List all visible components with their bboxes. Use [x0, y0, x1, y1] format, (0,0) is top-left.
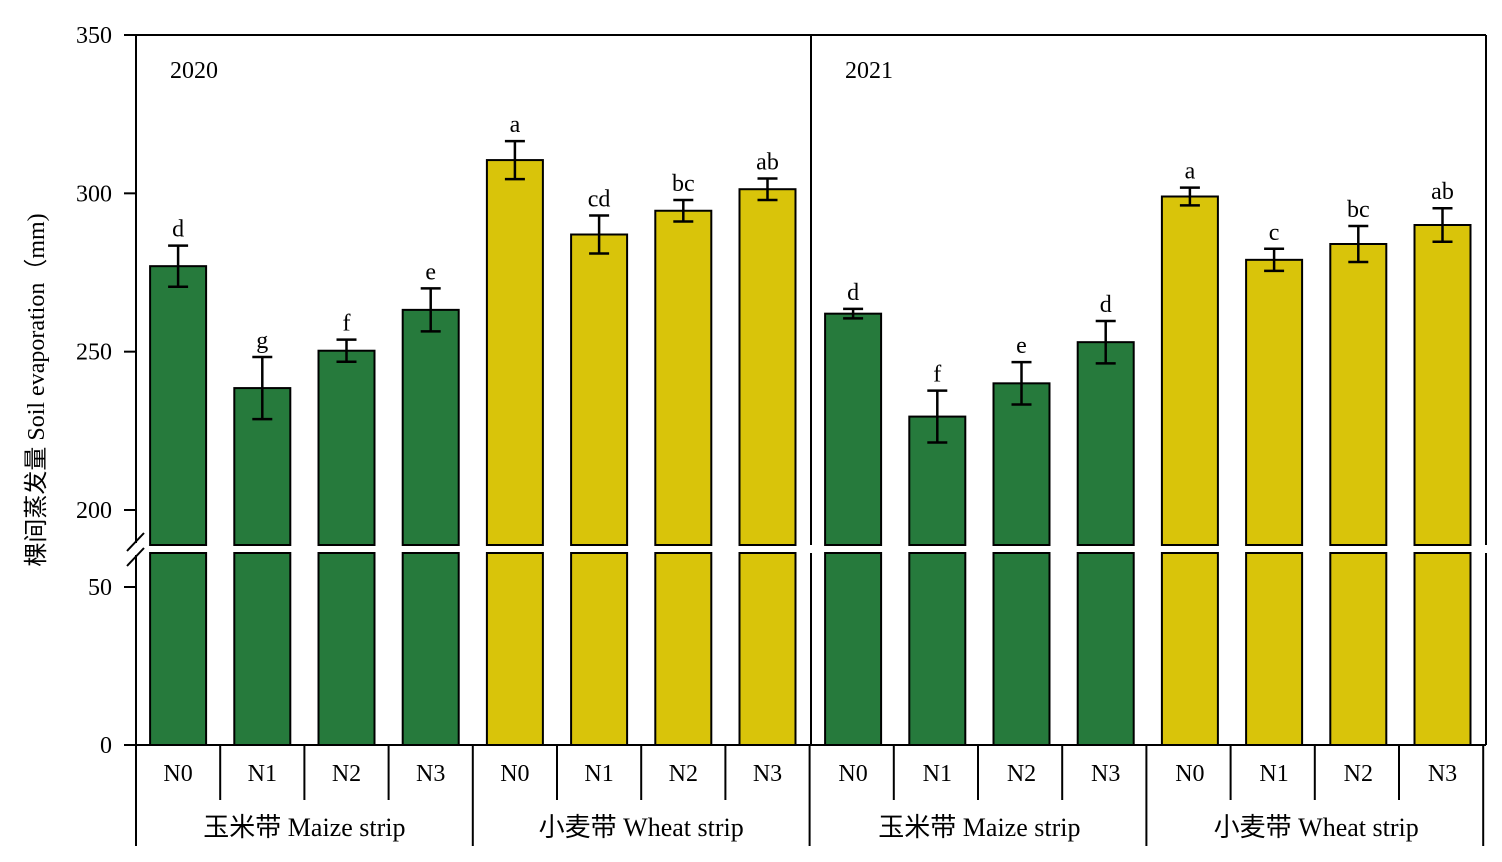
x-tick-label: N3 — [416, 761, 445, 787]
significance-letter: d — [172, 217, 184, 243]
year-label: 2020 — [170, 58, 218, 84]
x-tick-label: N0 — [1175, 761, 1204, 787]
bar-lower-2021-wheat-N2 — [1329, 552, 1388, 746]
bar-2020-maize-N3 — [401, 308, 460, 546]
x-tick-label: N1 — [584, 761, 613, 787]
bar-lower-2020-maize-N2 — [317, 552, 376, 746]
significance-letter: cd — [588, 187, 611, 213]
bar-lower-2021-maize-N2 — [992, 552, 1051, 746]
x-tick-label: N1 — [923, 761, 952, 787]
y-axis-label: 棵间蒸发量 Soil evaporation（mm) — [23, 213, 50, 566]
bar-lower-2020-maize-N1 — [233, 552, 292, 746]
y-tick-label: 0 — [100, 733, 112, 759]
y-tick-label: 350 — [76, 23, 112, 49]
bar-lower-2021-wheat-N0 — [1160, 552, 1219, 746]
bar-lower-2020-wheat-N1 — [570, 552, 629, 746]
significance-letter: ab — [756, 149, 779, 175]
bar-2020-wheat-N1 — [570, 233, 629, 546]
bar-lower-2021-maize-N0 — [824, 552, 883, 746]
x-tick-label: N2 — [1007, 761, 1036, 787]
x-tick-label: N0 — [838, 761, 867, 787]
bar-2021-wheat-N3 — [1413, 224, 1472, 546]
significance-letter: f — [933, 362, 941, 388]
bar-2021-maize-N0 — [824, 312, 883, 546]
x-tick-label: N2 — [1344, 761, 1373, 787]
bar-lower-2020-maize-N3 — [401, 552, 460, 746]
x-tick-label: N3 — [753, 761, 782, 787]
bar-2021-wheat-N1 — [1245, 258, 1304, 546]
significance-letter: ab — [1431, 179, 1454, 205]
significance-letter: e — [425, 259, 436, 285]
x-tick-label: N3 — [1091, 761, 1120, 787]
group-label: 玉米带 Maize strip — [878, 813, 1080, 842]
year-label: 2021 — [845, 58, 893, 84]
bar-2021-maize-N2 — [992, 382, 1051, 547]
bar-2021-wheat-N2 — [1329, 243, 1388, 546]
bar-lower-2020-wheat-N0 — [485, 552, 544, 746]
bar-2021-maize-N3 — [1076, 341, 1135, 546]
significance-letter: e — [1016, 333, 1027, 359]
bar-2020-wheat-N0 — [485, 159, 544, 546]
bar-2020-maize-N0 — [149, 265, 208, 546]
bar-lower-2021-wheat-N1 — [1245, 552, 1304, 746]
bar-2020-wheat-N3 — [738, 188, 797, 546]
significance-letter: bc — [672, 171, 695, 197]
bar-lower-2021-maize-N1 — [908, 552, 967, 746]
y-tick-label: 50 — [88, 575, 112, 601]
x-tick-label: N1 — [248, 761, 277, 787]
significance-letter: c — [1269, 220, 1280, 246]
bar-2021-wheat-N0 — [1160, 195, 1219, 546]
x-tick-label: N0 — [500, 761, 529, 787]
axis-break-mark — [126, 532, 145, 552]
bar-lower-2020-wheat-N2 — [654, 552, 713, 746]
significance-letter: g — [256, 328, 268, 354]
y-tick-label: 300 — [76, 181, 112, 207]
x-tick-label: N3 — [1428, 761, 1457, 787]
x-tick-label: N2 — [332, 761, 361, 787]
x-tick-label: N0 — [163, 761, 192, 787]
x-tick-label: N2 — [669, 761, 698, 787]
significance-letter: bc — [1347, 197, 1370, 223]
bar-lower-2020-wheat-N3 — [738, 552, 797, 746]
bar-lower-2020-maize-N0 — [149, 552, 208, 746]
group-label: 小麦带 Wheat strip — [1214, 813, 1419, 842]
y-tick-label: 250 — [76, 340, 112, 366]
significance-letter: d — [1100, 292, 1112, 318]
group-label: 小麦带 Wheat strip — [539, 813, 744, 842]
significance-letter: a — [510, 112, 521, 138]
significance-letter: a — [1185, 159, 1196, 185]
group-label: 玉米带 Maize strip — [203, 813, 405, 842]
bar-lower-2021-maize-N3 — [1076, 552, 1135, 746]
y-tick-label: 200 — [76, 498, 112, 524]
bar-2020-maize-N2 — [317, 349, 376, 547]
significance-letter: d — [847, 280, 859, 306]
bar-lower-2021-wheat-N3 — [1413, 552, 1472, 746]
x-tick-label: N1 — [1259, 761, 1288, 787]
axis-break-mark — [126, 547, 145, 567]
significance-letter: f — [343, 311, 351, 337]
bar-2020-wheat-N2 — [654, 209, 713, 546]
